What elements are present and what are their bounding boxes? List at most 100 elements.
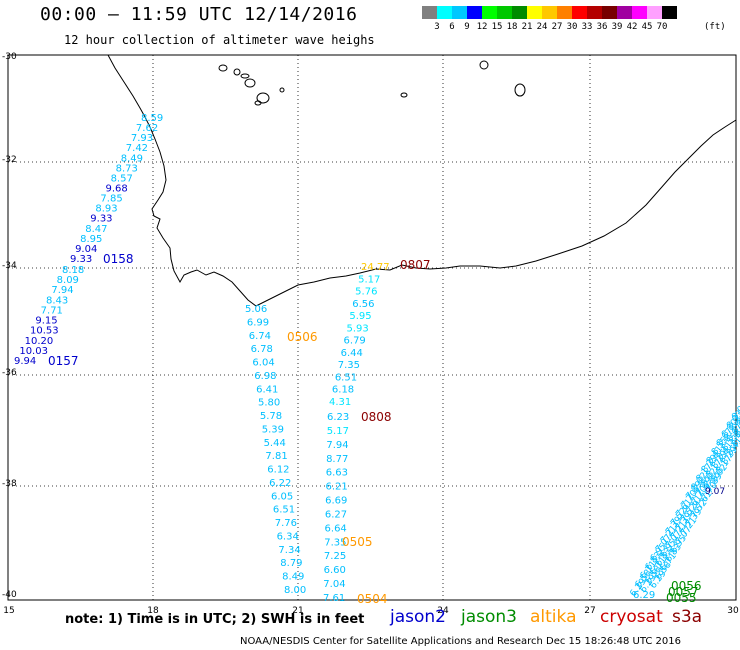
track-value-0157: 10.20 xyxy=(25,336,54,347)
track-value-0158: 7.85 xyxy=(100,194,122,205)
track-value-0158: 8.73 xyxy=(116,163,138,174)
track-value-0505: 7.94 xyxy=(326,440,348,451)
track-id-0055: 0055 xyxy=(666,591,697,605)
island-outline xyxy=(279,87,285,93)
track-value-0505: 6.69 xyxy=(325,496,347,507)
legend-tick-label: 24 xyxy=(536,22,548,32)
island-outline xyxy=(233,68,241,76)
track-value-0505: 8.77 xyxy=(326,454,348,465)
track-id-0807: 0807 xyxy=(400,258,431,272)
track-value-0158: 9.04 xyxy=(75,244,97,255)
track-value-0505: 5.17 xyxy=(327,426,349,437)
legend-tick-label: 6 xyxy=(449,22,455,32)
track-value-0506: 6.04 xyxy=(252,358,274,369)
island-outline xyxy=(514,83,526,97)
track-value-0505: 6.27 xyxy=(325,509,347,520)
track-value-0506: 7.81 xyxy=(265,451,287,462)
legend-tick-label: 33 xyxy=(581,22,593,32)
track-value-0506: 6.05 xyxy=(271,491,293,502)
island-outline xyxy=(479,60,489,70)
lon-label: 21 xyxy=(292,606,303,616)
track-id-0157: 0157 xyxy=(48,354,79,368)
track-value-0808: 5.95 xyxy=(349,311,371,322)
lat-label: -36 xyxy=(2,368,17,378)
track-value-0505: 6.21 xyxy=(325,482,347,493)
legend-tick-label: 18 xyxy=(506,22,518,32)
legend-tick-label: 70 xyxy=(656,22,668,32)
track-value-0157: 7.71 xyxy=(41,305,63,316)
track-value-0505: 7.35 xyxy=(324,537,346,548)
track-id-0506: 0506 xyxy=(287,330,318,344)
track-value-0808: 5.17 xyxy=(358,274,380,285)
legend-tick-label: 42 xyxy=(626,22,638,32)
legend-swatch xyxy=(632,6,647,19)
track-value-0158: 9.33 xyxy=(90,214,112,225)
credit-line: NOAA/NESDIS Center for Satellite Applica… xyxy=(240,636,682,647)
track-value-0506: 7.76 xyxy=(275,518,297,529)
track-value-0506: 6.12 xyxy=(267,465,289,476)
track-value-southeast: 9.07 xyxy=(730,400,740,422)
track-value-0158: 8.93 xyxy=(95,204,117,215)
track-value-0505: 6.64 xyxy=(325,523,347,534)
lat-label: -32 xyxy=(2,155,17,165)
legend-swatch xyxy=(437,6,452,19)
legend-swatch xyxy=(617,6,632,19)
lon-label: 27 xyxy=(584,606,595,616)
track-value-0506: 5.78 xyxy=(260,411,282,422)
track-value-0505: 7.61 xyxy=(323,593,345,604)
track-value-0505: 7.25 xyxy=(324,551,346,562)
track-value-0808: 4.31 xyxy=(329,397,351,408)
footer-note: note: 1) Time is in UTC; 2) SWH is in fe… xyxy=(65,612,365,627)
track-value-0506: 8.79 xyxy=(280,558,302,569)
track-value-0505: 7.04 xyxy=(323,579,345,590)
legend-tick-label: 3 xyxy=(434,22,440,32)
track-value-0506: 8.49 xyxy=(282,572,304,583)
track-value-0157: 8.18 xyxy=(62,265,84,276)
legend-swatch xyxy=(572,6,587,19)
track-value-0808: 6.44 xyxy=(341,348,363,359)
track-value-0158: 7.42 xyxy=(126,143,148,154)
legend-tick-label: 39 xyxy=(611,22,623,32)
lat-label: -38 xyxy=(2,479,17,489)
track-id-0158: 0158 xyxy=(103,252,134,266)
coastline xyxy=(107,54,737,307)
satellite-label-cryosat: cryosat xyxy=(600,607,663,627)
island-outline xyxy=(400,92,408,98)
track-value-0158: 8.47 xyxy=(85,224,107,235)
track-value-0506: 6.34 xyxy=(277,531,299,542)
track-value-0158: 9.68 xyxy=(106,184,128,195)
track-value-0157: 10.03 xyxy=(19,346,48,357)
track-value-0506: 7.34 xyxy=(278,545,300,556)
island-outline xyxy=(218,64,228,72)
track-value-0506: 8.00 xyxy=(284,585,306,596)
track-value-0157: 8.43 xyxy=(46,295,68,306)
map-title: 00:00 – 11:59 UTC 12/14/2016 xyxy=(40,4,358,25)
legend-swatch xyxy=(467,6,482,19)
lat-label: -30 xyxy=(2,52,17,62)
satellite-label-altika: altika xyxy=(530,607,577,627)
legend-tick-label: 21 xyxy=(521,22,533,32)
track-value-0505: 6.60 xyxy=(324,565,346,576)
legend-swatch xyxy=(497,6,512,19)
track-value-0505: 6.23 xyxy=(327,412,349,423)
track-value-0506: 5.06 xyxy=(245,304,267,315)
legend-tick-label: 9 xyxy=(464,22,470,32)
track-value-0808: 6.18 xyxy=(332,385,354,396)
track-value-0506: 6.51 xyxy=(273,505,295,516)
track-value-0158: 8.57 xyxy=(111,173,133,184)
track-value-0506: 6.99 xyxy=(247,317,269,328)
track-id-0056: 0056 xyxy=(671,579,702,593)
track-value-0808: 7.35 xyxy=(338,360,360,371)
track-id-0505: 0505 xyxy=(342,535,373,549)
legend-swatch xyxy=(482,6,497,19)
legend-swatch xyxy=(527,6,542,19)
legend-swatch xyxy=(647,6,662,19)
track-value-0506: 5.80 xyxy=(258,398,280,409)
track-value-0506: 5.44 xyxy=(264,438,286,449)
legend-swatch xyxy=(452,6,467,19)
track-value-0158: 7.93 xyxy=(131,133,153,144)
track-value-0158: 8.59 xyxy=(141,113,163,124)
legend-swatch xyxy=(587,6,602,19)
track-value-0158: 8.95 xyxy=(80,234,102,245)
